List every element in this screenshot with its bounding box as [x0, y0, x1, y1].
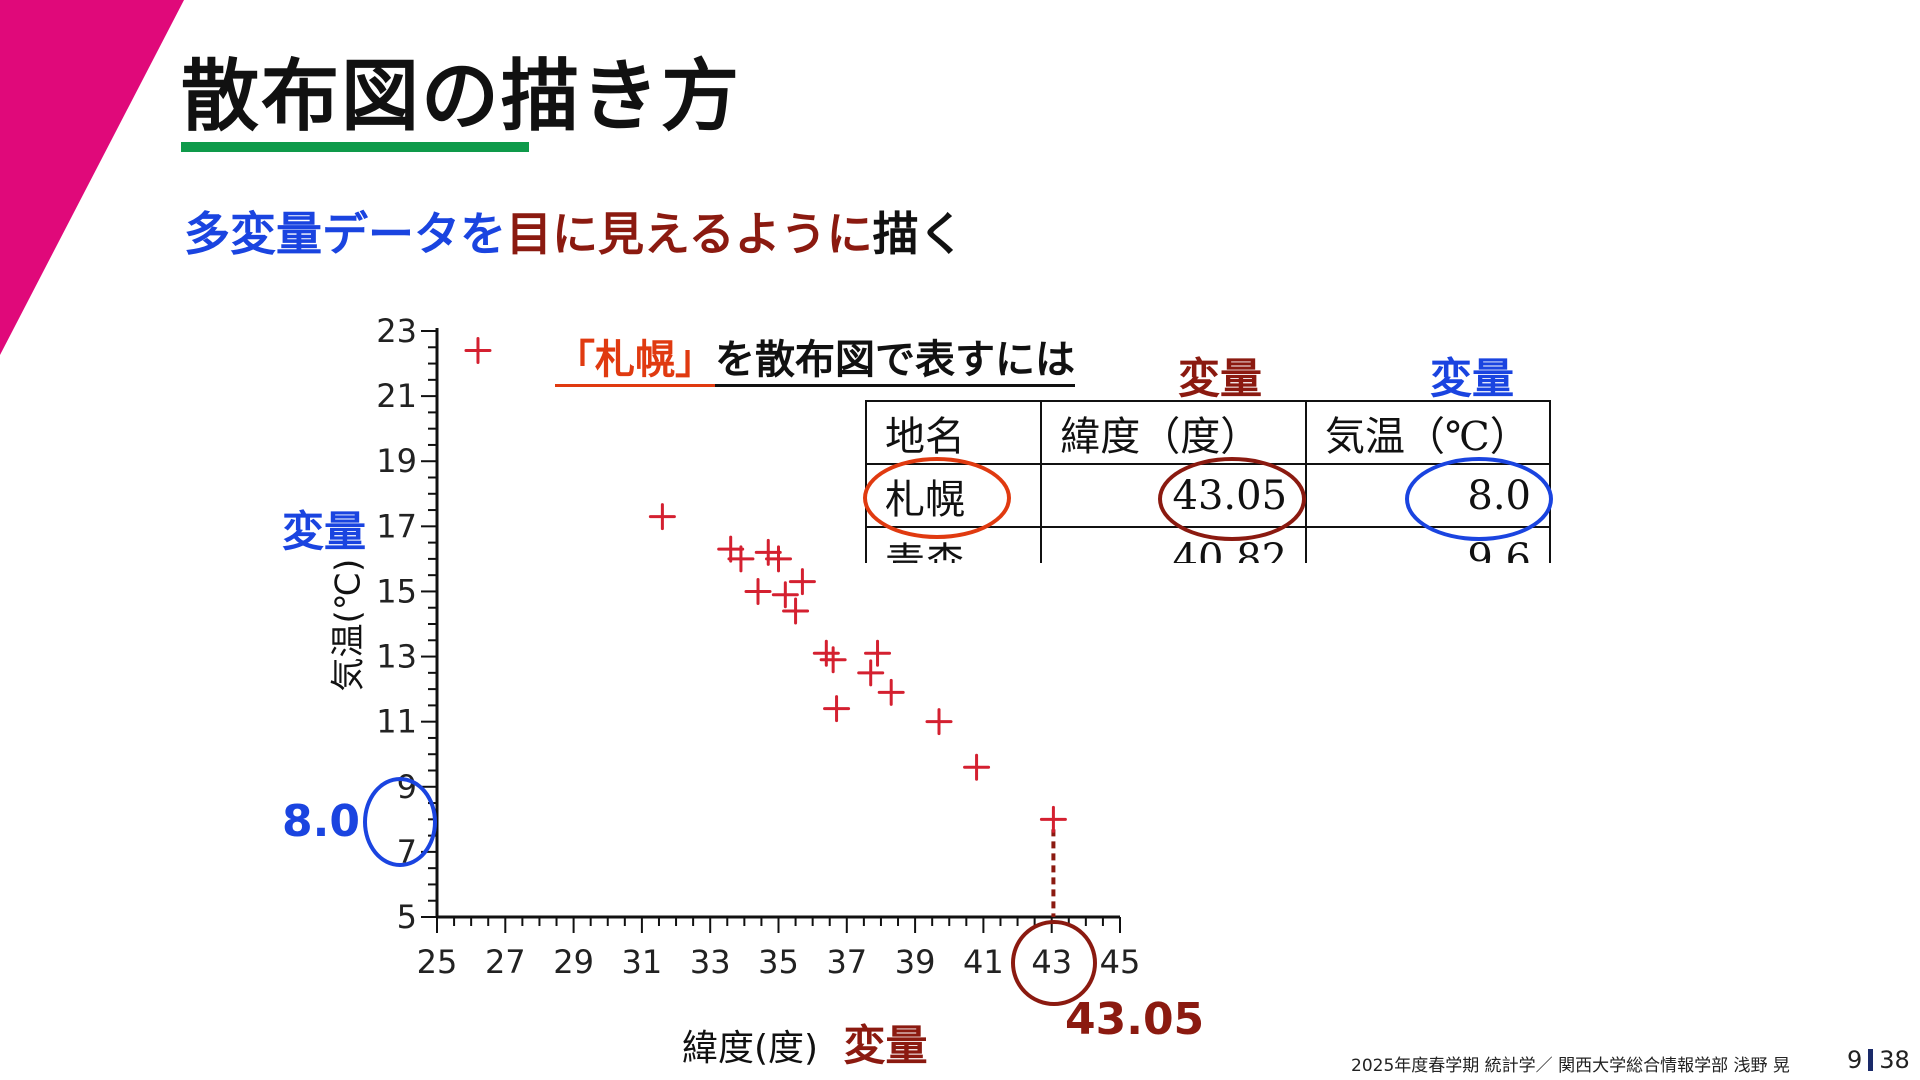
data-point	[1039, 805, 1067, 833]
footer-text: 2025年度春学期 統計学／ 関西大学総合情報学部 浅野 晃	[1351, 1056, 1790, 1076]
data-point	[765, 545, 792, 573]
x-tick-label: 37	[826, 943, 867, 981]
x-tick-label: 29	[553, 943, 594, 981]
y-tick-label: 5	[397, 898, 417, 936]
temp-value-annotation: 8.0	[282, 796, 360, 847]
x-tick-label: 33	[690, 943, 731, 981]
data-point	[864, 639, 892, 667]
subtitle-part-1: 多変量データを	[184, 207, 506, 261]
x-axis-title-text: 緯度(度)	[682, 1028, 819, 1069]
x-tick-label: 39	[895, 943, 936, 981]
lat-axis-circle	[1011, 920, 1097, 1006]
x-tick-label: 41	[963, 943, 1004, 981]
data-point	[727, 545, 755, 573]
page-title: 散布図の描き方	[181, 52, 742, 142]
latitude-circle	[1158, 457, 1306, 541]
data-point	[925, 708, 953, 736]
lat-variable-label: 変量	[1178, 354, 1263, 403]
header-temperature: 気温（℃）	[1305, 400, 1551, 465]
y-tick-label: 17	[376, 507, 417, 545]
y-tick-label: 11	[376, 703, 417, 741]
temp-variable-label: 変量	[1430, 354, 1515, 403]
subtitle: 多変量データを目に見えるように描く	[184, 198, 965, 264]
title-underline	[181, 142, 529, 152]
temperature-circle	[1405, 457, 1553, 541]
data-point	[877, 678, 905, 706]
x-variable-label: 変量	[843, 1021, 928, 1070]
data-point	[648, 503, 676, 531]
y-tick-label: 21	[376, 377, 417, 415]
x-tick-label: 27	[485, 943, 526, 981]
data-point	[717, 535, 745, 563]
table-header-row: 地名 緯度（度） 気温（℃）	[865, 400, 1551, 465]
data-point	[464, 337, 492, 365]
y-tick-label: 23	[376, 312, 417, 350]
temp-axis-circle	[363, 777, 437, 867]
data-point	[857, 659, 885, 687]
data-point	[819, 646, 847, 674]
x-axis-title: 緯度(度) 変量	[682, 1012, 928, 1073]
accent-triangle	[0, 0, 184, 355]
x-tick-label: 35	[758, 943, 799, 981]
subtitle-part-3: 描く	[872, 207, 965, 261]
data-point	[963, 753, 991, 781]
page-current: 9	[1847, 1046, 1863, 1074]
y-axis-title: 気温(℃)	[328, 558, 369, 692]
data-point	[771, 581, 799, 609]
x-tick-label: 45	[1100, 943, 1141, 981]
header-latitude: 緯度（度）	[1040, 400, 1308, 465]
data-point	[823, 695, 851, 723]
x-tick-label: 31	[622, 943, 663, 981]
chart-heading-city: 「札幌」	[555, 336, 715, 387]
lat-value-annotation: 43.05	[1065, 994, 1205, 1045]
data-point	[782, 597, 810, 625]
subtitle-part-2: 目に見えるように	[506, 207, 873, 261]
page-separator	[1868, 1049, 1874, 1071]
data-point	[754, 538, 782, 566]
chart-heading: 「札幌」を散布図で表すには	[555, 336, 1075, 387]
data-point	[812, 639, 840, 667]
y-tick-label: 13	[376, 638, 417, 676]
page-total: 38	[1879, 1046, 1910, 1074]
data-point	[788, 568, 816, 596]
y-tick-label: 19	[376, 442, 417, 480]
place-circle	[863, 457, 1011, 539]
chart-heading-text: を散布図で表すには	[715, 337, 1075, 383]
y-tick-label: 15	[376, 572, 417, 610]
x-tick-label: 25	[417, 943, 458, 981]
y-variable-label: 変量	[282, 507, 367, 556]
header-place: 地名	[865, 400, 1043, 465]
data-point	[744, 577, 772, 605]
page-number: 9 38	[1847, 1046, 1910, 1074]
